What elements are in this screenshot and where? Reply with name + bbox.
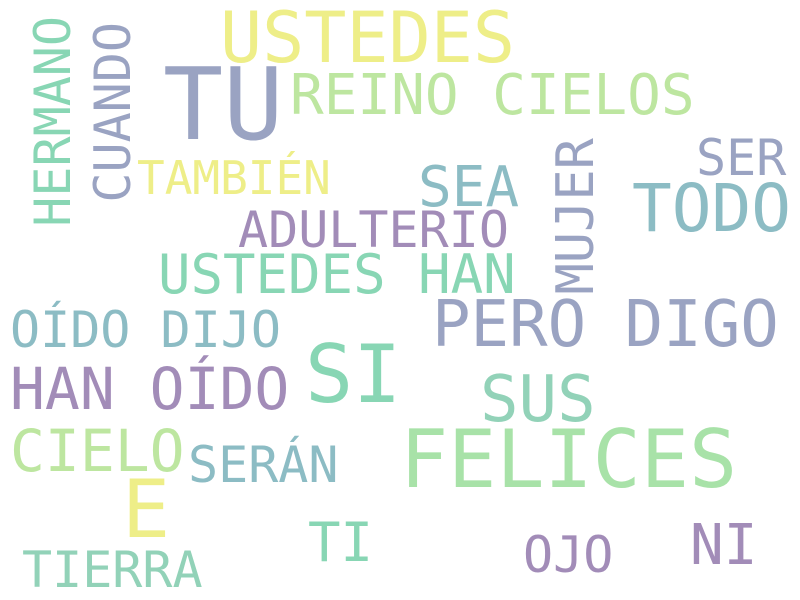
word-mujer: MUJER [546,138,606,295]
word-cuando: CUANDO [84,22,142,203]
word-hermano: HERMANO [24,16,82,227]
word-ni: NI [690,513,758,578]
word-pero-digo: PERO DIGO [432,288,779,362]
word-sus: SUS [480,363,596,437]
word-si: SI [305,328,402,421]
word-tierra: TIERRA [22,541,203,599]
word-e: E [122,463,171,556]
word-han-oido: HAN OÍDO [10,355,290,423]
word-oido-dijo: OÍDO DIJO [10,301,281,359]
word-ser: SER [696,129,787,187]
word-sea: SEA [418,155,520,220]
word-tu: TU [163,46,284,163]
word-felices: FELICES [400,413,738,506]
word-tambien: TAMBIÉN [137,151,331,205]
word-adulterio: ADULTERIO [238,201,509,259]
word-ojo: OJO [523,526,614,584]
word-ustedes-han: USTEDES HAN [158,243,516,306]
word-reino-cielos: REINO CIELOS [290,63,695,128]
word-todo: TODO [632,170,791,247]
word-seran: SERÁN [188,436,339,494]
word-cielo: CIELO [10,417,185,485]
word-ustedes: USTEDES [220,0,516,79]
word-ti: TI [308,511,374,574]
